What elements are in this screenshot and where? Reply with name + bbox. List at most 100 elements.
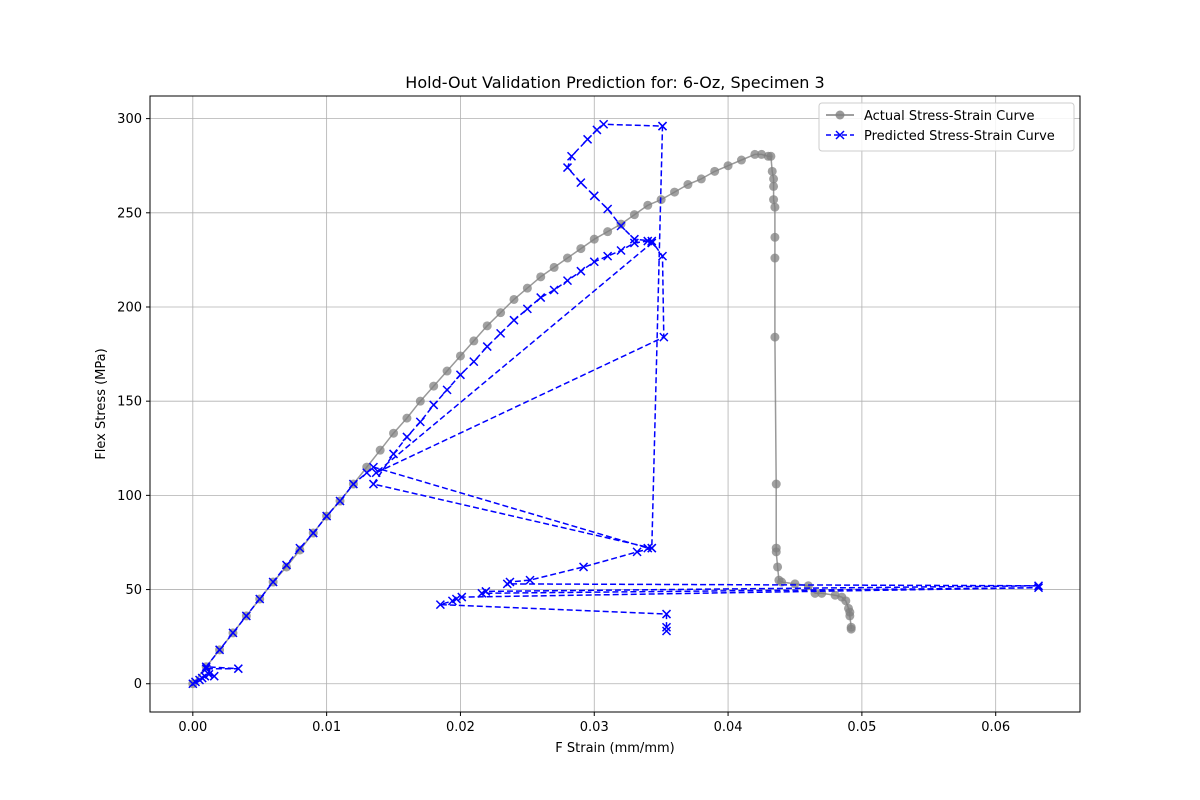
x-tick-label: 0.04 [714,720,743,735]
predicted-point [647,543,657,553]
predicted-point [509,315,519,325]
x-tick-label: 0.00 [178,720,207,735]
predicted-point [659,332,669,342]
predicted-point [496,328,506,338]
actual-point [295,545,305,555]
predicted-point [502,579,512,589]
predicted-point [204,669,214,679]
predicted-point [457,592,467,602]
predicted-point [201,664,211,674]
predicted-point [562,163,573,173]
predicted-point [661,622,672,632]
predicted-point [348,479,358,489]
predicted-point [616,245,626,256]
predicted-point [368,479,378,489]
y-tick-label: 200 [117,300,142,315]
actual-point [616,219,626,229]
actual-point [496,308,506,318]
actual-point [841,596,851,606]
actual-point [770,202,780,212]
predicted-point [241,611,251,621]
actual-point [771,479,781,489]
predicted-point [562,276,573,286]
legend-actual-marker [835,110,845,120]
grid [150,96,1080,712]
x-tick-label: 0.06 [981,720,1010,735]
predicted-point [308,528,318,538]
actual-point [769,181,779,191]
actual-point [629,210,639,220]
actual-point [415,396,425,406]
predicted-point [215,645,225,655]
predicted-point [368,462,378,472]
predicted-point [415,417,425,427]
predicted-point [536,293,546,303]
legend: Actual Stress-Strain Curve Predicted Str… [818,102,1075,152]
predicted-point [233,664,243,674]
predicted-point [629,238,639,248]
y-tick-label: 50 [125,583,142,598]
actual-point [442,366,452,376]
legend-actual-label: Actual Stress-Strain Curve [864,109,1035,124]
predicted-point [632,547,642,557]
predicted-point [599,119,609,129]
predicted-point [201,662,211,672]
predicted-point [661,626,672,636]
legend-predicted-marker [835,130,845,140]
predicted-point [335,496,345,506]
predicted-point [389,449,399,459]
predicted-point [657,251,668,261]
predicted-point [576,266,586,276]
y-tick-label: 0 [134,677,142,692]
predicted-point [629,234,639,244]
predicted-point [576,178,586,188]
actual-point [482,321,492,331]
actual-point [845,611,855,621]
predicted-point [371,468,381,478]
series-layer [188,119,1044,689]
predicted-point [661,609,672,619]
actual-point [710,166,720,176]
actual-point [750,149,760,159]
actual-point [736,155,746,165]
actual-point [770,253,780,263]
x-tick-label: 0.05 [847,720,876,735]
predicted-point [477,588,487,598]
actual-point [509,294,519,304]
predicted-point [442,385,452,395]
actual-point [362,462,372,472]
actual-point [549,262,559,272]
predicted-point [579,562,589,572]
predicted-point [603,251,613,261]
actual-point [771,547,781,557]
legend-box [818,102,1075,152]
actual-point [766,151,776,161]
predicted-point [255,594,265,604]
y-tick-label: 100 [117,489,142,504]
actual-point [402,413,412,423]
predicted-point [209,671,219,681]
actual-point [767,166,777,176]
actual-point [769,174,779,184]
predicted-point [566,151,577,161]
actual-point [683,180,693,190]
predicted-point [228,628,238,638]
actual-point [375,445,385,455]
actual-point [670,187,680,197]
predicted-point [522,304,532,314]
y-tick-label: 300 [117,112,142,127]
predicted-point [482,342,492,352]
predicted-point [603,204,613,214]
chart-title: Hold-Out Validation Prediction for: 6-Oz… [405,73,824,92]
actual-point [603,227,613,237]
actual-point [770,332,780,342]
predicted-point [525,575,535,585]
predicted-point [583,134,593,144]
actual-point [389,428,399,438]
predicted-point [455,370,465,380]
actual-point [790,579,800,589]
plot-frame [149,95,1081,713]
predicted-point [647,238,657,248]
predicted-point [616,221,626,231]
